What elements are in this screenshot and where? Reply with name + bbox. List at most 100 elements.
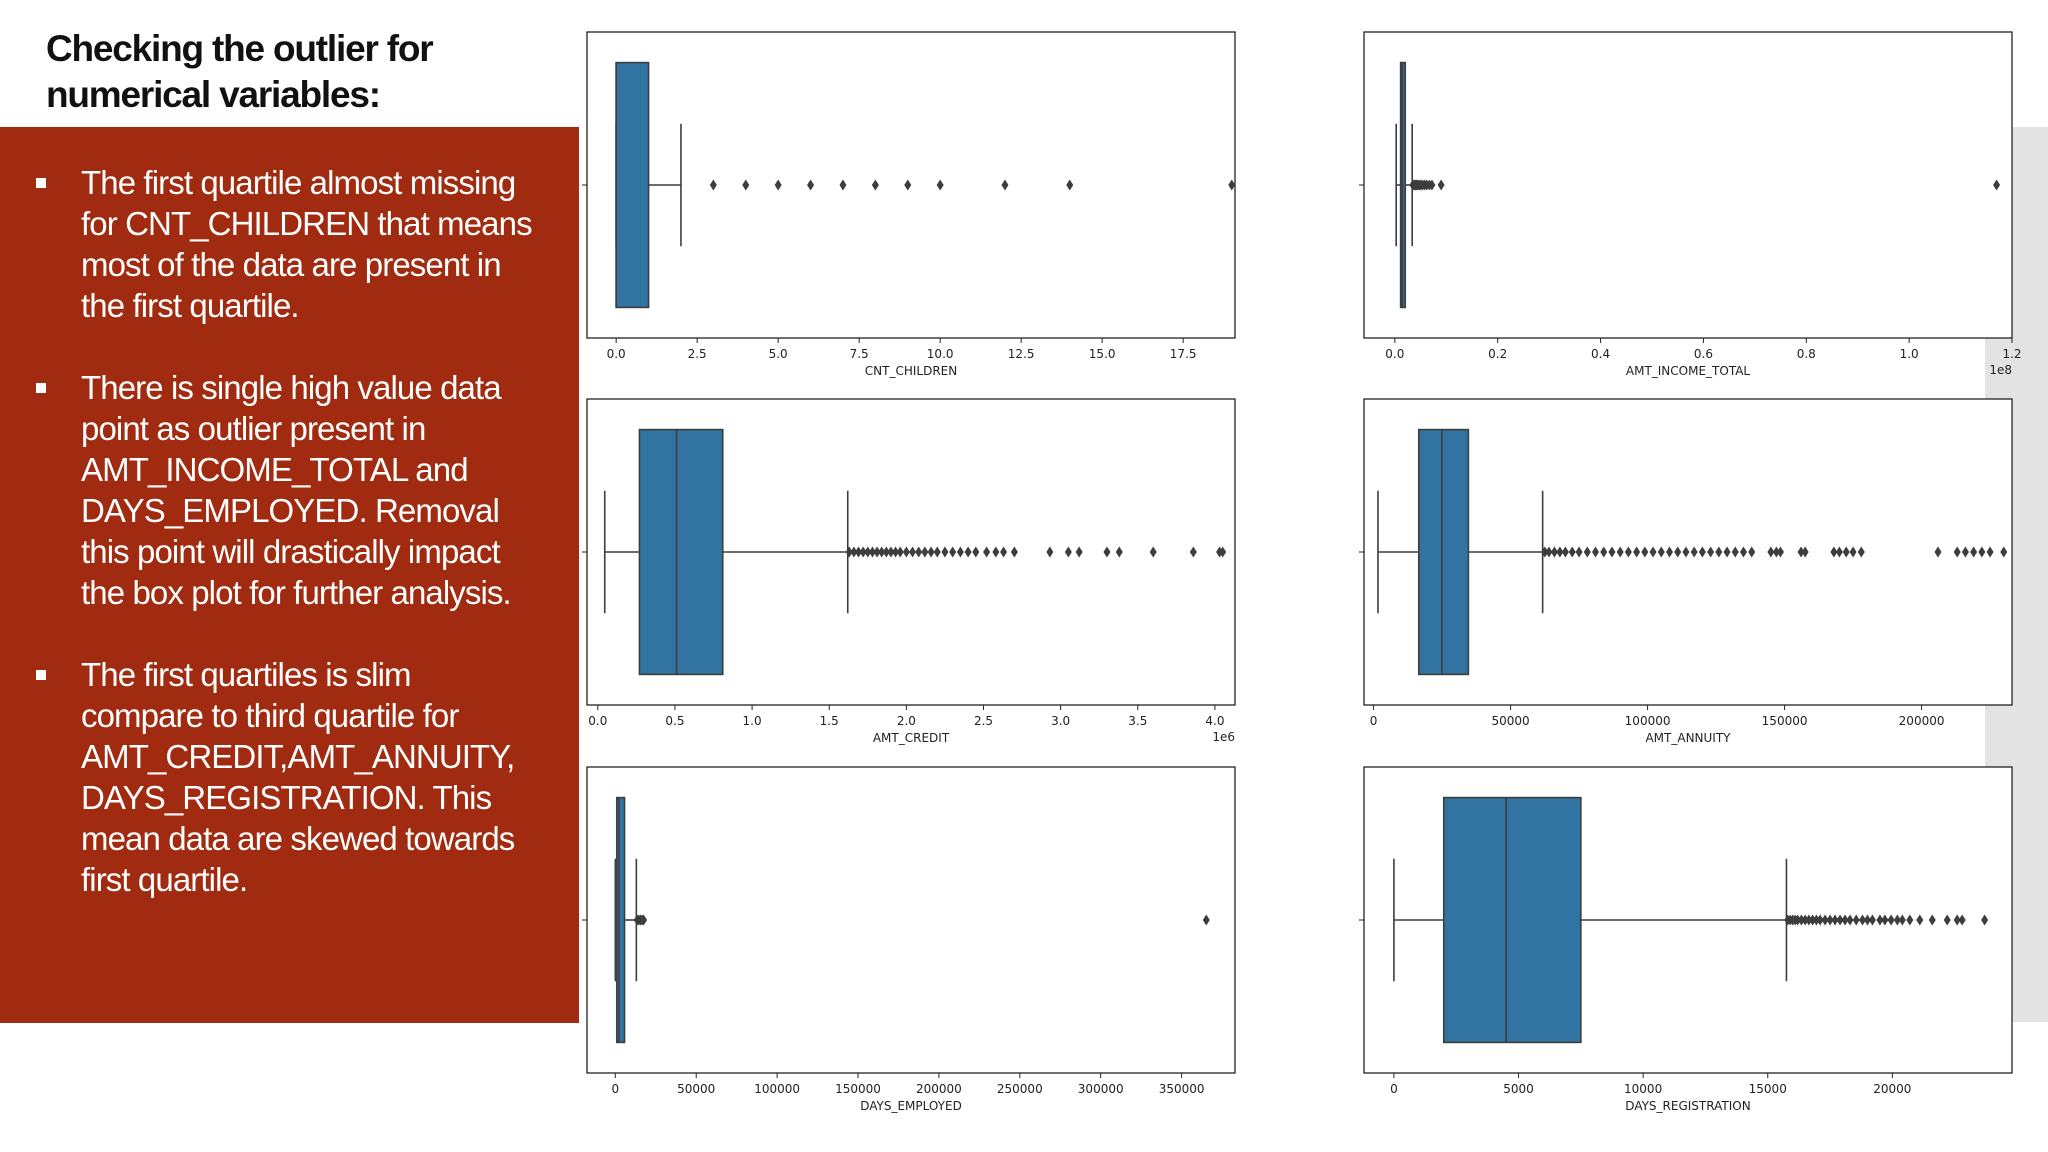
outlier-point [864,546,872,558]
outlier-point [1767,546,1775,558]
x-tick-label: 200000 [1899,714,1945,728]
outlier-point [1887,914,1895,926]
bullet-item: The first quartiles is slim compare to t… [34,654,569,900]
boxplot-days-registration: 0 5000 10000 15000 20000 DAYS_REGISTRATION [1359,766,2013,1113]
x-axis-label: DAYS_REGISTRATION [1625,1099,1750,1113]
square-bullet-icon [36,178,46,188]
square-bullet-icon [36,670,46,680]
outlier-point [1437,179,1445,191]
boxplot-days-employed: 0 50000 100000 150000 200000 250000 300000 3500… [582,766,1236,1113]
x-tick-label: 1.0 [743,714,762,728]
x-tick-label: 12.5 [1008,347,1035,361]
x-tick-label: 100000 [1625,714,1671,728]
outlier-point [992,546,1000,558]
x-tick-label: 7.5 [850,347,869,361]
outlier-point [956,546,964,558]
outlier-point [1797,914,1805,926]
outlier-point [1993,179,2001,191]
x-tick-label: 0.5 [665,714,684,728]
outlier-point [1616,546,1624,558]
x-tick-label: 0.0 [588,714,607,728]
x-axis-label: AMT_CREDIT [873,731,950,745]
outlier-point [1852,914,1860,926]
outlier-point [1881,914,1889,926]
outlier-point [909,546,917,558]
outlier-point [1797,546,1805,558]
x-tick-label: 20000 [1873,1082,1911,1096]
outlier-point [1556,546,1564,558]
outlier-point [1934,546,1942,558]
outlier-point [1541,546,1549,558]
outlier-point [1831,914,1839,926]
outlier-point [1202,914,1210,926]
x-tick-label: 250000 [997,1082,1043,1096]
outlier-point [1103,546,1111,558]
outlier-point [1830,546,1838,558]
outlier-point [1857,546,1865,558]
x-tick-label: 5000 [1503,1082,1534,1096]
x-axis-offset-text: 1e6 [1212,730,1235,744]
outlier-point [1868,914,1876,926]
boxplot-amt-annuity: 0 50000 100000 150000 200000 AMT_ANNUITY [1359,398,2013,745]
outlier-point [1064,546,1072,558]
outlier-point [1801,914,1809,926]
x-tick-label: 0.0 [607,347,626,361]
outlier-point [1801,546,1809,558]
x-tick-label: 0.2 [1488,347,1507,361]
outlier-point [1953,546,1961,558]
x-tick-label: 150000 [835,1082,881,1096]
outlier-point [1961,546,1969,558]
x-axis-label: AMT_ANNUITY [1645,731,1731,745]
outlier-point [1428,179,1436,191]
x-tick-label: 150000 [1762,714,1808,728]
outlier-point [1698,546,1706,558]
outlier-point [2000,546,2008,558]
outlier-point [1568,546,1576,558]
x-tick-label: 1.0 [1900,347,1919,361]
x-tick-label: 50000 [1491,714,1529,728]
plot-frame [1363,31,2013,339]
outlier-point [1841,914,1849,926]
outlier-point [921,546,929,558]
outlier-point [1715,546,1723,558]
outlier-point [1608,546,1616,558]
outlier-point [1794,914,1802,926]
bullet-item: The first quartile almost missing for CN… [34,162,569,326]
outlier-point [1641,546,1649,558]
x-tick-label: 3.0 [1051,714,1070,728]
bullet-text: The first quartiles is slim compare to t… [81,656,515,898]
outlier-point [1826,914,1834,926]
outlier-point [1739,546,1747,558]
outlier-point [1943,914,1951,926]
outlier-point [878,546,886,558]
boxplot-cnt-children: 0.0 2.5 5.0 7.5 10.0 12.5 15.0 17.5 CNT_CHILDREN [582,31,1236,378]
x-tick-label: 0 [1370,714,1378,728]
outlier-point [1545,546,1553,558]
outlier-point [1189,546,1197,558]
outlier-point [1657,546,1665,558]
x-axis-label: AMT_INCOME_TOTAL [1626,364,1751,378]
outlier-point [972,546,980,558]
x-tick-label: 0.8 [1797,347,1816,361]
outlier-point [927,546,935,558]
x-tick-label: 200000 [916,1082,962,1096]
outlier-point [1228,179,1236,191]
slide-title: Checking the outlier for numerical varia… [46,28,434,115]
outlier-point [1633,546,1641,558]
outlier-point [1906,914,1914,926]
outlier-point [807,179,815,191]
x-tick-label: 1.5 [820,714,839,728]
outlier-point [1550,546,1558,558]
outlier-point [936,179,944,191]
iqr-box [615,796,626,1044]
x-axis-offset-text: 1e8 [1989,363,2012,377]
x-tick-label: 1.2 [2002,347,2021,361]
outlier-point [1707,546,1715,558]
outlier-point [1561,546,1569,558]
outlier-point [1836,914,1844,926]
outlier-point [1000,546,1008,558]
notes-panel: The first quartile almost missing for CN… [0,127,579,1023]
outlier-point [904,179,912,191]
outlier-point [1986,546,1994,558]
